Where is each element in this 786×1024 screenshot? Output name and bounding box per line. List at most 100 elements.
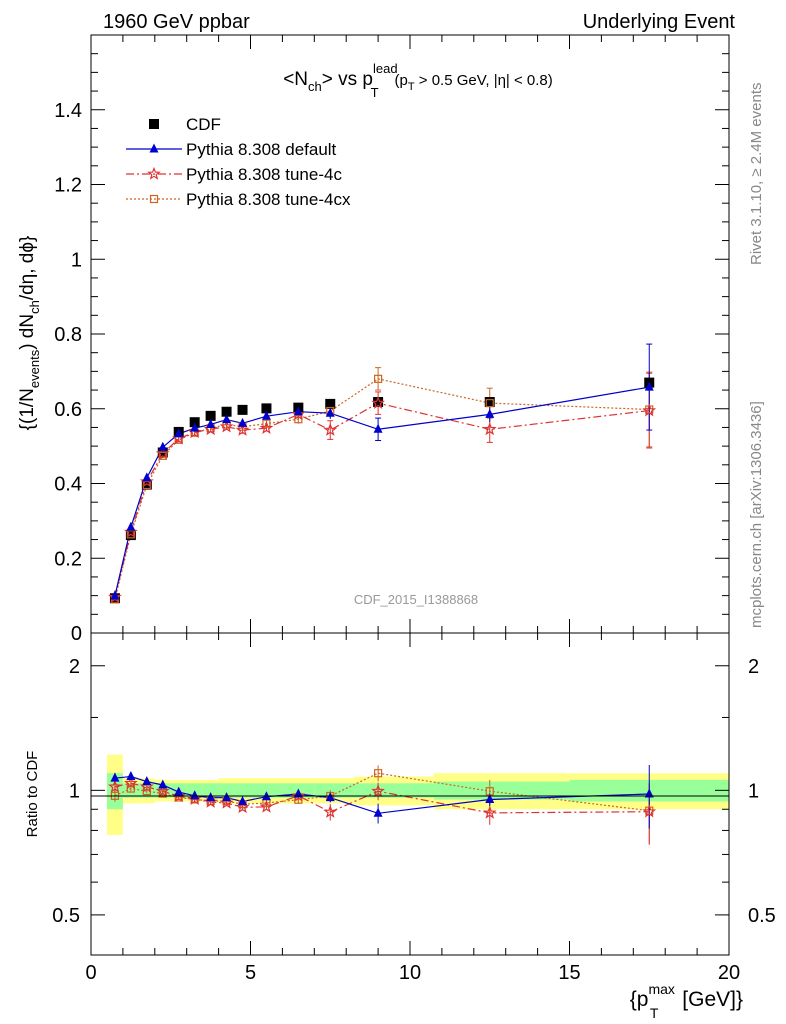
pythia-default-ratio-point	[110, 772, 120, 782]
ratio-tick-label-right: 2	[748, 656, 759, 678]
ratio-tick-label-left: 2	[69, 656, 80, 678]
pythia-default-ratio-point	[222, 792, 232, 802]
legend-marker-cdf	[149, 119, 159, 129]
pythia-tune-4c-point	[482, 422, 497, 436]
pythia-default-point	[325, 407, 335, 417]
cdf-point	[325, 398, 336, 409]
pythia-default-ratio-point	[158, 779, 168, 789]
data-markers	[108, 374, 657, 819]
pythia-tune-4cx-line	[114, 378, 650, 600]
pythia-tune-4c-point	[323, 422, 338, 436]
header-left: 1960 GeV ppbar	[103, 11, 250, 33]
y-tick-label: 0.2	[54, 548, 82, 570]
pythia-default-ratio-point	[373, 807, 383, 817]
pythia-default-ratio-point	[142, 776, 152, 786]
pythia-default-ratio-point	[238, 795, 248, 805]
cdf-point	[205, 410, 216, 421]
analysis-watermark: CDF_2015_I1388868	[354, 592, 478, 607]
legend-label-pythia-tune-4c: Pythia 8.308 tune-4c	[186, 165, 342, 184]
pythia-tune-4c-line	[114, 402, 650, 598]
pythia-default-point	[222, 414, 232, 424]
pythia-tune-4c-point	[235, 422, 250, 436]
pythia-default-point	[644, 381, 654, 391]
pythia-tune-4c-ratio-line	[114, 782, 650, 814]
y-tick-label: 0.4	[54, 474, 82, 496]
x-tick-label: 15	[558, 962, 580, 984]
cdf-point	[261, 403, 272, 414]
x-tick-label: 5	[245, 962, 256, 984]
ratio-band-green	[218, 783, 235, 798]
pythia-default-ratio-point	[206, 792, 216, 802]
ratio-axis-label: Ratio to CDF	[24, 751, 41, 838]
rivet-version-label: Rivet 3.1.10, ≥ 2.4M events	[748, 83, 765, 266]
axis-ticks	[90, 34, 730, 955]
pythia-tune-4c-ratio-point	[259, 799, 274, 813]
ratio-tick-label-left: 0.5	[52, 905, 80, 927]
pythia-tune-4c-point	[642, 403, 657, 417]
pythia-default-ratio-point	[325, 792, 335, 802]
pythia-default-point	[261, 410, 271, 420]
cdf-point	[484, 397, 495, 408]
pythia-default-ratio-point	[644, 788, 654, 798]
cdf-point	[373, 397, 384, 408]
mcplots-label: mcplots.cern.ch [arXiv:1306.3436]	[748, 401, 765, 628]
pythia-default-point	[110, 590, 120, 600]
pythia-default-point	[238, 417, 248, 427]
pythia-default-ratio-point	[174, 786, 184, 796]
ratio-tick-label-left: 1	[69, 780, 80, 802]
pythia-tune-4cx-ratio-point	[374, 769, 383, 778]
y-tick-label: 1.4	[54, 100, 82, 122]
ratio-band-green	[354, 783, 434, 798]
ratio-band-green	[433, 781, 570, 800]
pythia-tune-4cx-point	[158, 451, 167, 460]
ratio-band-green	[202, 783, 219, 798]
header-right: Underlying Event	[583, 11, 736, 33]
cdf-point	[237, 404, 248, 415]
x-tick-label: 0	[85, 962, 96, 984]
pythia-default-point	[142, 472, 152, 482]
pythia-tune-4c-ratio-point	[187, 791, 202, 805]
pythia-default-point	[206, 418, 216, 428]
pythia-tune-4c-ratio-point	[219, 795, 234, 809]
legend-marker-pythia-tune-4c	[147, 166, 161, 180]
pythia-tune-4cx-point	[126, 530, 135, 539]
pythia-tune-4c-ratio-point	[235, 800, 250, 814]
y-tick-label: 1	[71, 249, 82, 271]
pythia-default-point	[158, 441, 168, 451]
y-axis-label: {(1/Nevents) dNch/dη, dϕ}	[17, 236, 42, 431]
pythia-tune-4c-point	[139, 474, 154, 488]
pythia-tune-4cx-point	[374, 374, 383, 383]
pythia-tune-4c-point	[259, 420, 274, 435]
legend-marker-pythia-default	[149, 143, 159, 153]
legend-label-pythia-tune-4cx: Pythia 8.308 tune-4cx	[186, 190, 351, 209]
pythia-default-ratio-point	[126, 771, 136, 781]
pythia-default-point	[373, 423, 383, 433]
pythia-tune-4c-ratio-point	[108, 779, 122, 793]
legend-label-cdf: CDF	[186, 115, 221, 134]
pythia-default-point	[126, 521, 136, 531]
ratio-tick-label-right: 0.5	[748, 905, 776, 927]
pythia-default-ratio-point	[190, 790, 200, 800]
pythia-tune-4c-ratio-point	[642, 804, 657, 818]
cdf-point	[221, 406, 232, 417]
x-axis-label: {pmax T [GeV]}	[630, 981, 743, 1021]
pythia-tune-4c-point	[291, 407, 306, 421]
pythia-default-ratio-point	[293, 788, 303, 798]
ratio-tick-label-right: 1	[748, 780, 759, 802]
ratio-band-green	[234, 783, 255, 798]
pythia-tune-4cx-ratio-point	[158, 789, 167, 798]
axis-tick-labels: 0 5 10 15 20 0 0.2 0.4 0.6 0.8 1 1.2 1.4 0.5 0.5 1 1 2 2	[52, 100, 776, 984]
legend-marker-pythia-tune-4cx	[149, 194, 159, 204]
pythia-default-point	[293, 406, 303, 416]
y-tick-label: 0.6	[54, 399, 82, 421]
y-tick-label: 1.2	[54, 175, 82, 197]
x-tick-label: 10	[399, 962, 421, 984]
y-tick-label: 0	[71, 623, 82, 645]
cdf-point	[189, 417, 200, 428]
chart-title: <Nch> vs plead T(pT > 0.5 GeV, |η| < 0.8)	[283, 61, 553, 100]
pythia-tune-4cx-point	[485, 399, 494, 408]
pythia-tune-4c-ratio-point	[291, 788, 306, 802]
pythia-tune-4c-point	[371, 395, 385, 409]
pythia-tune-4c-ratio-point	[482, 805, 497, 819]
